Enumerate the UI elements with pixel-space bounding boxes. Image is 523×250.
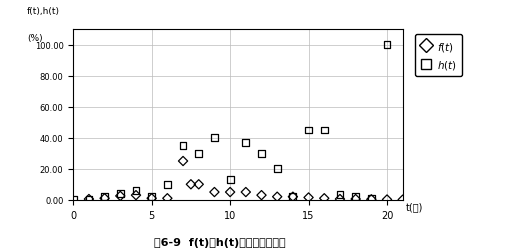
Text: t(年): t(年)	[406, 202, 424, 212]
Point	[210, 190, 219, 194]
Point	[195, 152, 203, 156]
Point	[187, 182, 195, 186]
Point	[289, 195, 297, 199]
Point	[132, 193, 140, 197]
Point	[116, 192, 124, 196]
Point	[242, 141, 250, 145]
Text: f(t),h(t): f(t),h(t)	[27, 8, 60, 16]
Text: 图6-9  f(t)、h(t)统计数据散点图: 图6-9 f(t)、h(t)统计数据散点图	[154, 238, 286, 248]
Point	[320, 128, 328, 132]
Point	[210, 136, 219, 140]
Point	[320, 196, 328, 200]
Point	[304, 196, 313, 200]
Point	[383, 44, 391, 48]
Point	[116, 194, 124, 198]
Point	[351, 197, 360, 201]
Point	[100, 196, 109, 200]
Point	[242, 190, 250, 194]
Point	[69, 198, 77, 202]
Point	[179, 144, 187, 148]
Point	[163, 196, 172, 200]
Text: (%): (%)	[27, 34, 43, 42]
Point	[304, 128, 313, 132]
Point	[132, 189, 140, 193]
Point	[367, 198, 376, 202]
Legend: $f(t)$, $h(t)$: $f(t)$, $h(t)$	[415, 35, 462, 77]
Point	[179, 159, 187, 163]
Point	[383, 198, 391, 202]
Point	[85, 197, 93, 201]
Point	[336, 197, 344, 201]
Point	[336, 192, 344, 196]
Point	[273, 167, 281, 171]
Point	[226, 190, 234, 194]
Point	[257, 152, 266, 156]
Point	[85, 197, 93, 201]
Point	[100, 195, 109, 199]
Point	[226, 178, 234, 182]
Point	[163, 182, 172, 186]
Point	[367, 196, 376, 200]
Point	[399, 198, 407, 202]
Point	[257, 193, 266, 197]
Point	[289, 195, 297, 199]
Point	[351, 195, 360, 199]
Point	[273, 195, 281, 199]
Point	[147, 195, 156, 199]
Point	[147, 196, 156, 200]
Point	[195, 182, 203, 186]
